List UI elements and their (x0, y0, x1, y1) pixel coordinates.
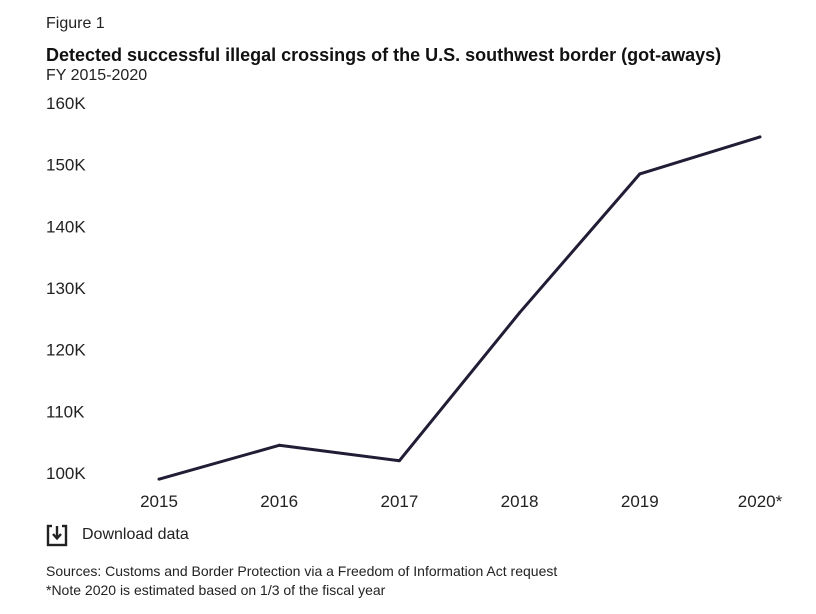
y-tick-label: 120K (46, 341, 86, 360)
x-tick-label: 2015 (140, 492, 178, 511)
x-axis: 2015 2016 2017 2018 2019 2020* (140, 492, 783, 511)
note-text: *Note 2020 is estimated based on 1/3 of … (46, 582, 386, 598)
sources-text: Sources: Customs and Border Protection v… (46, 563, 558, 579)
data-point (397, 459, 401, 463)
y-tick-label: 130K (46, 279, 86, 298)
series-layer (157, 135, 762, 481)
y-tick-label: 100K (46, 464, 86, 483)
chart-subtitle: FY 2015-2020 (46, 67, 148, 84)
series-line (158, 135, 761, 481)
y-tick-label: 160K (46, 94, 86, 113)
download-data-label: Download data (82, 526, 189, 543)
chart-footnotes: Sources: Customs and Border Protection v… (46, 562, 557, 600)
data-point (638, 172, 642, 176)
download-icon (46, 524, 68, 547)
data-point (277, 443, 281, 447)
x-tick-label: 2017 (380, 492, 418, 511)
chart-title: Detected successful illegal crossings of… (46, 45, 722, 65)
data-point (758, 135, 762, 139)
y-tick-label: 140K (46, 217, 86, 236)
x-tick-label: 2018 (501, 492, 539, 511)
x-tick-label: 2016 (260, 492, 298, 511)
data-point (518, 311, 522, 315)
y-tick-label: 110K (46, 402, 85, 421)
y-tick-label: 150K (46, 156, 86, 175)
x-tick-label: 2019 (621, 492, 659, 511)
y-axis: 100K 110K 120K 130K 140K 150K 160K (46, 94, 86, 483)
data-point (157, 477, 161, 481)
figure-label: Figure 1 (46, 15, 105, 32)
x-tick-label: 2020* (738, 492, 783, 511)
download-data-button[interactable]: Download data (46, 523, 189, 547)
